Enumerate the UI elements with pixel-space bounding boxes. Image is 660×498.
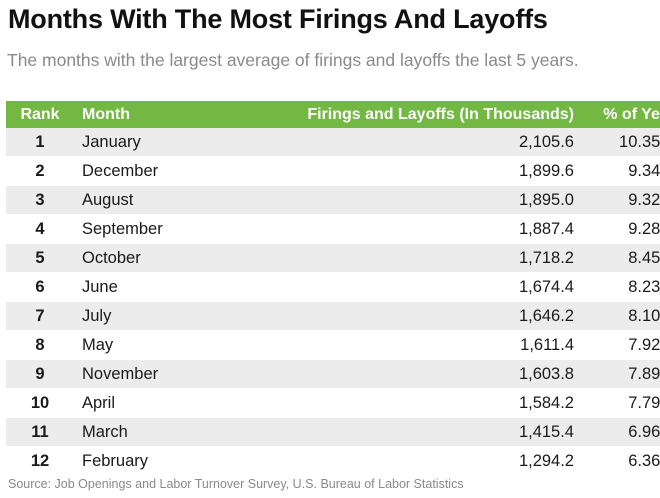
column-header-firings: Firings and Layoffs (In Thousands) xyxy=(262,101,583,128)
firings-cell: 1,887.4 xyxy=(262,214,583,244)
rank-cell: 11 xyxy=(6,417,74,447)
page-subtitle: The months with the largest average of f… xyxy=(7,50,579,70)
rank-cell: 9 xyxy=(6,359,74,389)
rank-cell: 3 xyxy=(6,185,74,215)
firings-cell: 1,899.6 xyxy=(262,156,583,186)
firings-cell: 1,895.0 xyxy=(262,185,583,215)
percent-cell: 7.89% xyxy=(583,359,660,389)
column-header-month: Month xyxy=(74,101,262,128)
month-cell: August xyxy=(74,185,262,215)
column-header-rank: Rank xyxy=(6,101,74,128)
month-cell: April xyxy=(74,388,262,418)
firings-cell: 1,674.4 xyxy=(262,272,583,302)
percent-cell: 10.35% xyxy=(583,128,660,157)
firings-table: Rank Month Firings and Layoffs (In Thous… xyxy=(6,101,660,476)
percent-cell: 7.92% xyxy=(583,330,660,360)
rank-cell: 1 xyxy=(6,128,74,157)
firings-cell: 1,584.2 xyxy=(262,388,583,418)
rank-cell: 4 xyxy=(6,214,74,244)
firings-cell: 1,611.4 xyxy=(262,330,583,360)
table-body: 1January2,105.610.35%2December1,899.69.3… xyxy=(6,128,660,476)
source-note: Source: Job Openings and Labor Turnover … xyxy=(8,477,464,491)
firings-cell: 1,718.2 xyxy=(262,243,583,273)
month-cell: June xyxy=(74,272,262,302)
percent-cell: 9.28% xyxy=(583,214,660,244)
percent-cell: 7.79% xyxy=(583,388,660,418)
rank-cell: 7 xyxy=(6,301,74,331)
percent-cell: 8.10% xyxy=(583,301,660,331)
month-cell: March xyxy=(74,417,262,447)
firings-cell: 1,415.4 xyxy=(262,417,583,447)
percent-cell: 9.32% xyxy=(583,185,660,215)
percent-cell: 8.23% xyxy=(583,272,660,302)
firings-cell: 1,646.2 xyxy=(262,301,583,331)
rank-cell: 10 xyxy=(6,388,74,418)
rank-cell: 6 xyxy=(6,272,74,302)
month-cell: September xyxy=(74,214,262,244)
month-cell: October xyxy=(74,243,262,273)
page-title: Months With The Most Firings And Layoffs xyxy=(8,4,548,34)
rank-cell: 5 xyxy=(6,243,74,273)
month-cell: May xyxy=(74,330,262,360)
firings-cell: 1,603.8 xyxy=(262,359,583,389)
rank-cell: 12 xyxy=(6,446,74,476)
rank-cell: 2 xyxy=(6,156,74,186)
firings-cell: 2,105.6 xyxy=(262,128,583,157)
month-cell: July xyxy=(74,301,262,331)
month-cell: January xyxy=(74,128,262,157)
firings-cell: 1,294.2 xyxy=(262,446,583,476)
percent-cell: 6.36% xyxy=(583,446,660,476)
table-header-row: Rank Month Firings and Layoffs (In Thous… xyxy=(6,101,660,128)
percent-cell: 6.96% xyxy=(583,417,660,447)
rank-cell: 8 xyxy=(6,330,74,360)
month-cell: November xyxy=(74,359,262,389)
month-cell: February xyxy=(74,446,262,476)
percent-cell: 9.34% xyxy=(583,156,660,186)
month-cell: December xyxy=(74,156,262,186)
percent-cell: 8.45% xyxy=(583,243,660,273)
column-header-percent: % of Year xyxy=(583,101,660,128)
